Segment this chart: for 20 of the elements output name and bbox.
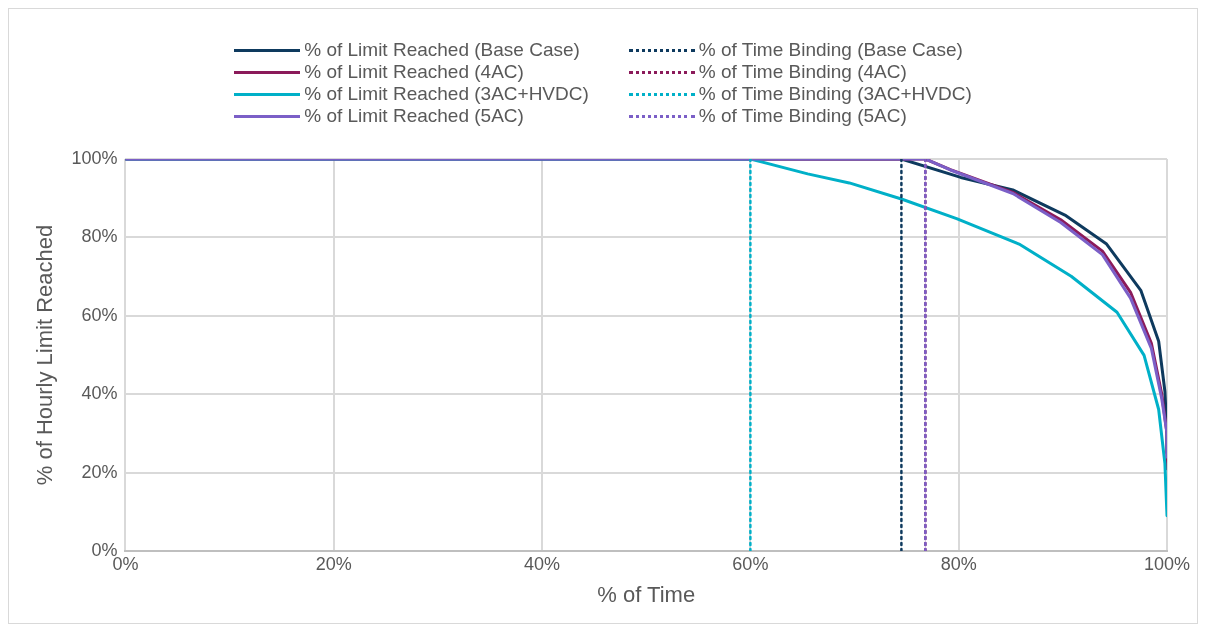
legend-label: % of Limit Reached (3AC+HVDC) [304,83,589,105]
x-tick-label: 60% [732,553,769,574]
y-tick-label: 80% [81,226,118,247]
x-tick-label: 40% [524,553,561,574]
legend-label: % of Limit Reached (5AC) [304,105,524,127]
legend-label: % of Time Binding (4AC) [698,61,907,83]
legend-label: % of Time Binding (Base Case) [698,39,963,61]
legend-label: % of Time Binding (3AC+HVDC) [698,83,972,105]
x-tick-label: 20% [315,553,352,574]
legend-label: % of Limit Reached (Base Case) [304,39,580,61]
x-tick-label: 80% [940,553,977,574]
y-tick-label: 20% [81,461,118,482]
legend-label: % of Time Binding (5AC) [698,105,907,127]
y-tick-label: 40% [81,383,118,404]
legend-label: % of Limit Reached (4AC) [304,61,524,83]
x-axis-title: % of Time [597,581,696,607]
y-tick-label: 60% [81,304,118,325]
y-axis-title: % of Hourly Limit Reached [32,224,58,486]
x-tick-label: 100% [1143,553,1191,574]
y-tick-label: 100% [71,147,118,168]
